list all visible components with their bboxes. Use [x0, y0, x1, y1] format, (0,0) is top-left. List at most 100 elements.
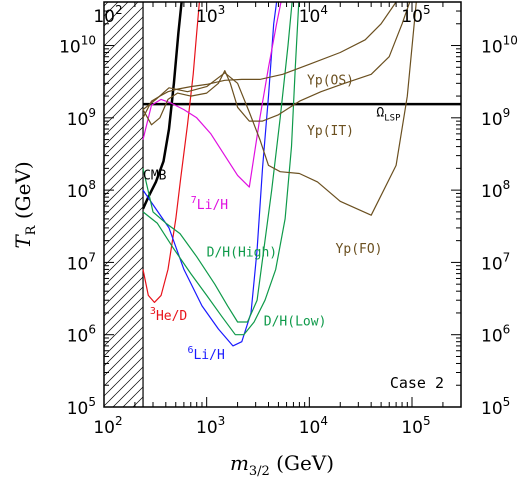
x-tick-label-top-base: 10 [93, 7, 115, 27]
x-tick-label-top-base: 10 [401, 7, 423, 27]
curve-label-8: Yp(IT) [307, 124, 354, 139]
x-axis-title-unit: (GeV) [270, 451, 334, 475]
curve-label-part: D/H(High) [207, 246, 277, 261]
curve-label-part: Li/H [193, 348, 224, 363]
x-tick-label-top-exp: 4 [320, 3, 328, 17]
case-label: Case 2 [390, 374, 444, 392]
series-line-2 [142, 2, 200, 303]
series-line-3 [142, 2, 278, 347]
y-axis-title: TR (GeV) [11, 161, 39, 248]
x-tick-label-top-exp: 3 [218, 3, 226, 17]
excluded-region-layer [104, 2, 144, 407]
x-tick-label-top-exp: 5 [423, 3, 431, 17]
y-tick-label-right-base: 10 [481, 38, 503, 58]
y-tick-label-right: 107 [481, 250, 510, 274]
y-tick-label-right-exp: 6 [503, 323, 511, 337]
y-tick-label-right-base: 10 [481, 399, 503, 419]
frame-layer [103, 1, 462, 408]
y-tick-label-left-exp: 5 [88, 395, 96, 409]
y-tick-label-right: 109 [481, 106, 510, 130]
plot-frame [103, 1, 462, 408]
series-line-8 [142, 2, 411, 126]
curve-label-part: CMB [143, 169, 167, 184]
y-axis-title-unit: (GeV) [11, 161, 35, 225]
y-tick-label-left-base: 10 [67, 327, 89, 347]
x-axis-title-sub: 3/2 [249, 464, 270, 479]
y-tick-label-left: 107 [67, 250, 96, 274]
curve-label-part: 7 [191, 195, 197, 206]
y-tick-label-right-base: 10 [481, 327, 503, 347]
y-tick-label-left-exp: 9 [88, 106, 96, 120]
y-tick-label-left: 105 [67, 395, 96, 419]
y-tick-label-left-base: 10 [59, 38, 81, 58]
y-tick-label-left-exp: 8 [88, 178, 96, 192]
y-tick-label-right-base: 10 [481, 110, 503, 130]
x-tick-label-bottom-base: 10 [401, 418, 423, 438]
series-line-4 [142, 2, 282, 188]
y-tick-label-left-base: 10 [67, 254, 89, 274]
x-tick-label-top: 103 [196, 3, 225, 27]
y-tick-label-left-base: 10 [67, 182, 89, 202]
y-tick-label-right-exp: 10 [503, 34, 518, 48]
curve-label-0: CMB [143, 169, 167, 184]
y-tick-label-left: 106 [67, 323, 96, 347]
curve-label-part: Li/H [197, 198, 228, 213]
y-tick-label-left-exp: 6 [88, 323, 96, 337]
series-line-9 [142, 2, 417, 216]
y-tick-label-left: 108 [67, 178, 96, 202]
curve-label-3: 6Li/H [187, 345, 224, 363]
x-tick-label-bottom-exp: 2 [115, 414, 123, 428]
x-axis-title: m3/2 (GeV) [230, 451, 334, 479]
y-tick-label-left: 1010 [59, 34, 96, 58]
curves-layer [141, 2, 461, 347]
curve-label-6: D/H(Low) [264, 314, 327, 329]
y-axis-title-main: T [11, 234, 35, 249]
y-tick-label-right: 105 [481, 395, 510, 419]
x-tick-label-bottom-base: 10 [299, 418, 321, 438]
x-tick-label-top-base: 10 [299, 7, 321, 27]
y-tick-label-left-base: 10 [67, 110, 89, 130]
y-tick-label-right-exp: 9 [503, 106, 511, 120]
y-tick-label-right-base: 10 [481, 182, 503, 202]
excluded-region-hatch [104, 2, 144, 407]
x-tick-label-top: 102 [93, 3, 122, 27]
curve-label-part: LSP [384, 113, 401, 123]
series-line-6 [142, 2, 300, 336]
y-tick-label-left-base: 10 [67, 399, 89, 419]
x-tick-label-top-exp: 2 [115, 3, 123, 17]
x-tick-label-bottom-exp: 3 [218, 414, 226, 428]
y-tick-label-right-exp: 5 [503, 395, 511, 409]
curve-label-part: 3 [150, 306, 156, 317]
series-line-5 [142, 2, 293, 323]
curve-label-1: ΩLSP [376, 105, 401, 123]
x-tick-label-bottom: 102 [93, 414, 122, 438]
x-tick-label-bottom: 103 [196, 414, 225, 438]
curve-label-part: Yp(FO) [336, 242, 383, 257]
x-tick-label-top: 105 [401, 3, 430, 27]
x-tick-label-bottom-base: 10 [196, 418, 218, 438]
curve-labels-layer: CMBΩLSP3He/D6Li/H7Li/HD/H(High)D/H(Low)Y… [143, 73, 401, 363]
curve-label-2: 3He/D [150, 306, 188, 324]
curve-label-7: Yp(OS) [307, 73, 354, 88]
x-tick-label-bottom: 104 [299, 414, 328, 438]
x-tick-label-bottom-exp: 5 [423, 414, 431, 428]
x-axis-title-main: m [230, 451, 249, 475]
y-tick-label-left-exp: 10 [81, 34, 96, 48]
x-tick-label-bottom: 105 [401, 414, 430, 438]
curve-label-part: Yp(IT) [307, 124, 354, 139]
y-tick-label-right: 106 [481, 323, 510, 347]
x-tick-label-top: 104 [299, 3, 328, 27]
curve-label-part: Ω [376, 105, 384, 120]
y-tick-label-right: 1010 [481, 34, 518, 58]
y-tick-label-right-exp: 8 [503, 178, 511, 192]
y-tick-label-left: 109 [67, 106, 96, 130]
curve-label-5: D/H(High) [207, 246, 277, 261]
y-tick-label-right-exp: 7 [503, 250, 511, 264]
y-tick-label-right: 108 [481, 178, 510, 202]
y-tick-label-left-exp: 7 [88, 250, 96, 264]
y-tick-label-right-base: 10 [481, 254, 503, 274]
x-tick-label-top-base: 10 [196, 7, 218, 27]
x-tick-label-bottom-exp: 4 [320, 414, 328, 428]
